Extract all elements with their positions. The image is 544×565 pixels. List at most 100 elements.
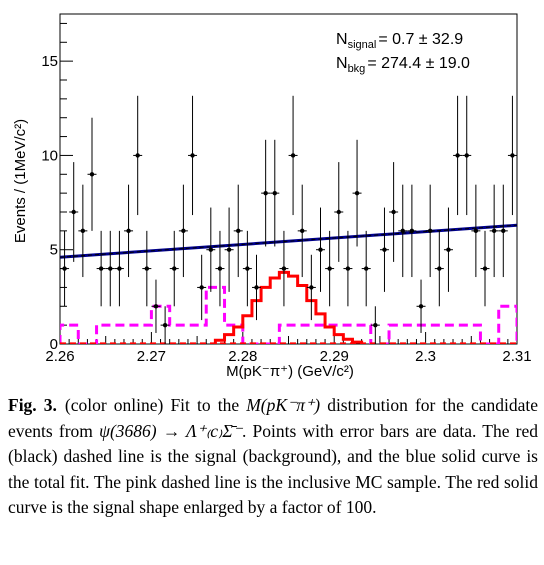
n-signal-annotation: Nsignal = 0.7 ± 32.9	[336, 31, 463, 51]
data-marker	[81, 229, 85, 233]
data-point	[353, 140, 362, 247]
data-point	[398, 185, 407, 277]
data-point	[87, 118, 96, 231]
data-marker	[90, 172, 94, 176]
data-marker	[190, 153, 194, 157]
data-marker	[218, 266, 222, 270]
data-marker	[154, 304, 158, 308]
data-marker	[282, 266, 286, 270]
data-point	[444, 208, 453, 292]
data-marker	[263, 191, 267, 195]
data-marker	[465, 153, 469, 157]
data-point	[106, 231, 115, 306]
data-marker	[108, 266, 112, 270]
data-marker	[364, 266, 368, 270]
data-point	[471, 185, 480, 277]
data-marker	[318, 248, 322, 252]
inclusive-mc-histogram	[60, 287, 517, 344]
data-marker	[300, 229, 304, 233]
x-tick-label: 2.3	[415, 348, 436, 365]
data-marker	[373, 323, 377, 327]
data-point	[188, 96, 197, 215]
data-point	[60, 231, 69, 306]
x-tick-label: 2.27	[137, 348, 166, 365]
data-marker	[501, 229, 505, 233]
data-marker	[437, 266, 441, 270]
data-point	[234, 185, 243, 277]
data-point	[435, 231, 444, 306]
data-marker	[455, 153, 459, 157]
data-point	[270, 140, 279, 247]
data-marker	[227, 248, 231, 252]
data-point	[261, 140, 270, 247]
data-marker	[254, 285, 258, 289]
data-marker	[135, 153, 139, 157]
data-point	[380, 208, 389, 292]
data-marker	[273, 191, 277, 195]
data-marker	[291, 153, 295, 157]
data-marker	[510, 153, 514, 157]
data-marker	[236, 229, 240, 233]
data-point	[215, 231, 224, 306]
caption-label: Fig. 3.	[8, 395, 57, 415]
data-marker	[492, 229, 496, 233]
data-marker	[172, 266, 176, 270]
inclusive-mc-layer	[60, 287, 517, 344]
data-point	[316, 208, 325, 292]
data-point	[133, 96, 142, 215]
signal-shape-histogram	[215, 272, 361, 344]
data-point	[289, 96, 298, 215]
y-axis-label: Events / (1MeV/c²)	[12, 119, 29, 243]
data-point	[78, 185, 87, 277]
data-point	[389, 162, 398, 262]
signal-shape-layer	[215, 272, 361, 344]
y-tick-label: 10	[41, 147, 58, 164]
data-marker	[419, 304, 423, 308]
data-marker	[99, 266, 103, 270]
data-marker	[327, 266, 331, 270]
data-marker	[474, 229, 478, 233]
data-marker	[428, 229, 432, 233]
data-point	[142, 231, 151, 306]
caption-text-1: (color online) Fit to the	[65, 395, 246, 415]
data-point	[499, 185, 508, 277]
data-marker	[117, 266, 121, 270]
y-tick-label: 5	[50, 242, 58, 259]
data-marker	[391, 210, 395, 214]
x-axis-label: M(pK⁻π⁺) (GeV/c²)	[226, 363, 354, 380]
data-point	[298, 185, 307, 277]
data-point	[462, 96, 471, 215]
data-marker	[245, 266, 249, 270]
data-point	[243, 231, 252, 306]
data-point	[225, 208, 234, 292]
data-point	[206, 208, 215, 292]
data-point	[508, 96, 517, 215]
x-tick-label: 2.31	[502, 348, 531, 365]
data-point	[343, 231, 352, 306]
data-point	[325, 231, 334, 306]
figure-caption: Fig. 3. (color online) Fit to the M(pK⁻π⁺…	[8, 393, 538, 521]
data-marker	[145, 266, 149, 270]
data-point	[362, 231, 371, 306]
data-point	[124, 185, 133, 277]
y-tick-label: 0	[50, 336, 58, 353]
data-point	[453, 96, 462, 215]
data-marker	[199, 285, 203, 289]
data-marker	[346, 266, 350, 270]
fit-chart: 2.26 2.27 2.28 2.29 2.3 2.31 0 5 10 15 M(pK⁻π⁺) (…	[0, 0, 544, 385]
data-marker	[72, 210, 76, 214]
data-marker	[483, 266, 487, 270]
data-point	[69, 162, 78, 262]
n-bkg-annotation: Nbkg = 274.4 ± 19.0	[336, 55, 470, 75]
data-marker	[309, 285, 313, 289]
data-marker	[446, 248, 450, 252]
data-point	[426, 185, 435, 277]
data-point	[170, 231, 179, 306]
data-marker	[163, 323, 167, 327]
data-marker	[62, 266, 66, 270]
data-marker	[209, 248, 213, 252]
data-points-layer	[60, 96, 517, 344]
caption-math-2: ψ(3686) → Λ⁺₍c₎Σ̄⁻	[99, 421, 242, 441]
data-marker	[126, 229, 130, 233]
data-point	[179, 185, 188, 277]
